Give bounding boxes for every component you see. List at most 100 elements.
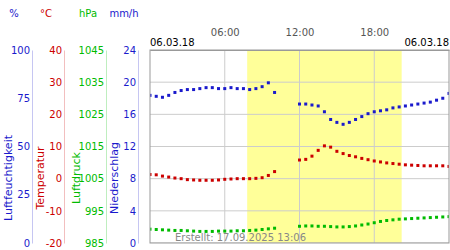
tick: 25: [17, 189, 32, 200]
tick: 100: [11, 45, 32, 56]
data-point: [242, 87, 245, 90]
tick-label: 50: [17, 141, 30, 152]
data-point: [205, 179, 208, 182]
data-point: [155, 228, 158, 231]
data-point: [329, 225, 332, 228]
tick: 40: [49, 45, 64, 56]
data-point: [423, 164, 426, 167]
tick: 0: [24, 238, 32, 249]
plot-area: [150, 50, 449, 243]
data-point: [261, 85, 264, 88]
tick: 10: [49, 141, 64, 152]
tick-label: 995: [85, 206, 104, 217]
tick-label: 0: [56, 173, 62, 184]
data-point: [348, 225, 351, 228]
tick-label: 0: [24, 238, 30, 249]
data-point: [310, 224, 313, 227]
tick-label: -10: [46, 206, 62, 217]
y-axis: -20 -10 0 10 20 30 40: [46, 45, 65, 249]
tick-label: 25: [17, 189, 30, 200]
data-point: [186, 178, 189, 181]
data-point: [229, 177, 232, 180]
data-point: [317, 104, 320, 107]
tick: 75: [17, 93, 32, 104]
data-point: [310, 104, 313, 107]
data-point: [373, 159, 376, 162]
data-point: [416, 217, 419, 220]
tick-label: 16: [123, 109, 136, 120]
data-point: [161, 175, 164, 178]
tick: 0: [56, 173, 64, 184]
tick-label: 8: [130, 173, 136, 184]
data-point: [323, 110, 326, 113]
data-point: [217, 178, 220, 181]
data-point: [404, 163, 407, 166]
tick-label: -20: [46, 238, 62, 249]
data-point: [410, 164, 413, 167]
data-point: [335, 121, 338, 124]
tick-label: 1045: [79, 45, 104, 56]
data-point: [367, 223, 370, 226]
data-point: [211, 86, 214, 89]
tick: 18:00: [360, 27, 389, 50]
tick: 4: [130, 206, 138, 217]
data-point: [354, 155, 357, 158]
data-point: [373, 221, 376, 224]
data-point: [267, 81, 270, 84]
tick-label: 30: [49, 77, 62, 88]
data-point: [317, 149, 320, 152]
data-point: [167, 229, 170, 232]
series: [150, 215, 449, 233]
data-point: [329, 146, 332, 149]
axis-line: [64, 51, 65, 244]
data-point: [217, 87, 220, 90]
data-point: [192, 178, 195, 181]
data-point: [391, 106, 394, 109]
data-point: [410, 104, 413, 107]
tick: 24: [123, 45, 138, 56]
tick: 995: [85, 206, 106, 217]
axis-title: Niederschlag: [108, 142, 121, 214]
data-point: [342, 152, 345, 155]
data-point: [342, 123, 345, 126]
data-point: [155, 95, 158, 98]
data-point: [404, 104, 407, 107]
data-point: [261, 176, 264, 179]
tick-label: 40: [49, 45, 62, 56]
tick: 20: [123, 77, 138, 88]
data-point: [248, 88, 251, 91]
data-point: [423, 102, 426, 105]
data-point: [180, 177, 183, 180]
tick: 8: [130, 173, 138, 184]
grid-line: [299, 50, 300, 243]
data-point: [267, 174, 270, 177]
tick-label: 1025: [79, 109, 104, 120]
data-point: [198, 87, 201, 90]
plot-background: [150, 50, 449, 243]
data-point: [335, 150, 338, 153]
data-point: [354, 224, 357, 227]
data-point: [429, 216, 432, 219]
tick: 1015: [79, 141, 106, 152]
tick: 1035: [79, 77, 106, 88]
tick: 30: [49, 77, 64, 88]
grid-line: [374, 50, 375, 243]
tick-label: 20: [123, 77, 136, 88]
series: [150, 144, 449, 181]
data-point: [192, 88, 195, 91]
data-point: [298, 103, 301, 106]
tick: 1025: [79, 109, 106, 120]
grid-line: [150, 50, 449, 51]
tick: 50: [17, 141, 32, 152]
data-point: [167, 94, 170, 97]
tick-label: 20: [49, 109, 62, 120]
data-point: [342, 225, 345, 228]
data-point: [248, 177, 251, 180]
data-point: [379, 109, 382, 112]
tick-label: 12: [123, 141, 136, 152]
data-point: [385, 161, 388, 164]
data-point: [161, 96, 164, 99]
data-point: [435, 164, 438, 167]
tick: 06:00: [211, 27, 240, 50]
data-point: [423, 216, 426, 219]
